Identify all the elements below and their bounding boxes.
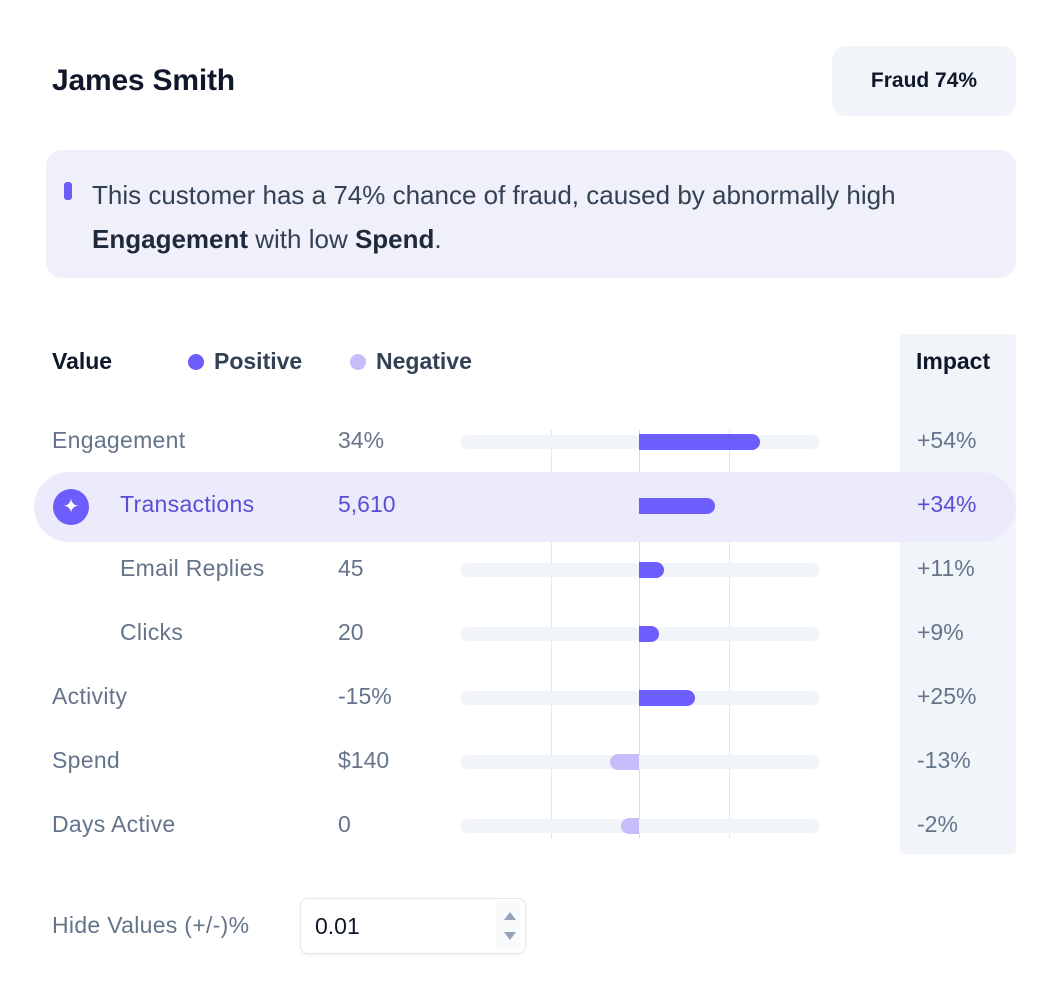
legend-negative-label: Negative <box>376 348 472 374</box>
row-value: -15% <box>338 683 392 709</box>
row-value: 0 <box>338 811 351 837</box>
table-row[interactable]: Spend $140 -13% <box>0 741 1056 781</box>
chevron-down-icon[interactable] <box>504 932 516 940</box>
row-label: Email Replies <box>120 555 265 581</box>
row-label: Days Active <box>52 811 176 837</box>
row-impact: +25% <box>917 683 977 709</box>
positive-impact-bar <box>639 626 660 642</box>
table-row[interactable]: Transactions 5,610 +34% <box>0 485 1056 525</box>
row-value: $140 <box>338 747 390 773</box>
callout-accent-marker <box>64 182 72 200</box>
legend-positive: Positive <box>188 348 302 375</box>
fraud-explanation-callout: This customer has a 74% chance of fraud,… <box>46 150 1016 278</box>
positive-impact-bar <box>639 562 664 578</box>
legend-positive-label: Positive <box>214 348 303 374</box>
impact-bar-track <box>460 819 820 833</box>
table-row[interactable]: Clicks 20 +9% <box>0 613 1056 653</box>
callout-text: This customer has a 74% chance of fraud,… <box>92 173 972 261</box>
customer-name: James Smith <box>52 64 235 97</box>
hide-values-label: Hide Values (+/-)% <box>52 912 250 938</box>
row-value: 20 <box>338 619 364 645</box>
table-row[interactable]: Engagement 34% +54% <box>0 421 1056 461</box>
callout-text-part: . <box>434 224 442 254</box>
positive-impact-bar <box>639 498 715 514</box>
row-impact: +54% <box>917 427 977 453</box>
callout-emphasis-engagement: Engagement <box>92 224 249 254</box>
impact-column-header: Impact <box>916 348 991 374</box>
row-value: 34% <box>338 427 385 453</box>
table-row[interactable]: Email Replies 45 +11% <box>0 549 1056 589</box>
row-label: Engagement <box>52 427 186 453</box>
row-value: 45 <box>338 555 364 581</box>
hide-values-input-wrapper <box>300 898 526 954</box>
row-impact: +34% <box>917 491 977 517</box>
row-value: 5,610 <box>338 491 396 517</box>
negative-impact-bar <box>609 754 639 770</box>
row-impact: -13% <box>917 747 971 773</box>
row-impact: +9% <box>917 619 964 645</box>
row-impact: -2% <box>917 811 958 837</box>
row-label: Transactions <box>120 491 255 517</box>
fraud-score-badge[interactable]: Fraud 74% <box>832 46 1016 116</box>
table-row[interactable]: Days Active 0 -2% <box>0 805 1056 845</box>
sparkle-icon[interactable]: ✦ <box>53 489 89 525</box>
row-label: Activity <box>52 683 128 709</box>
negative-impact-bar <box>621 818 639 834</box>
negative-dot-icon <box>350 353 366 370</box>
table-row[interactable]: Activity -15% +25% <box>0 677 1056 717</box>
callout-text-part: This customer has a 74% chance of fraud,… <box>92 180 896 210</box>
number-stepper[interactable] <box>497 903 521 949</box>
row-impact: +11% <box>917 555 975 581</box>
positive-dot-icon <box>188 353 204 370</box>
impact-bar-track <box>460 755 820 769</box>
row-label: Clicks <box>120 619 184 645</box>
chevron-up-icon[interactable] <box>504 912 516 920</box>
value-column-header: Value <box>52 348 113 374</box>
callout-text-part: with low <box>248 224 355 254</box>
highlighted-row-background <box>34 472 1016 542</box>
row-label: Spend <box>52 747 121 773</box>
positive-impact-bar <box>639 690 695 706</box>
legend-negative: Negative <box>350 348 472 375</box>
impact-column-background <box>900 334 1016 854</box>
positive-impact-bar <box>639 434 760 450</box>
hide-values-input[interactable] <box>315 909 485 943</box>
callout-emphasis-spend: Spend <box>354 224 435 254</box>
